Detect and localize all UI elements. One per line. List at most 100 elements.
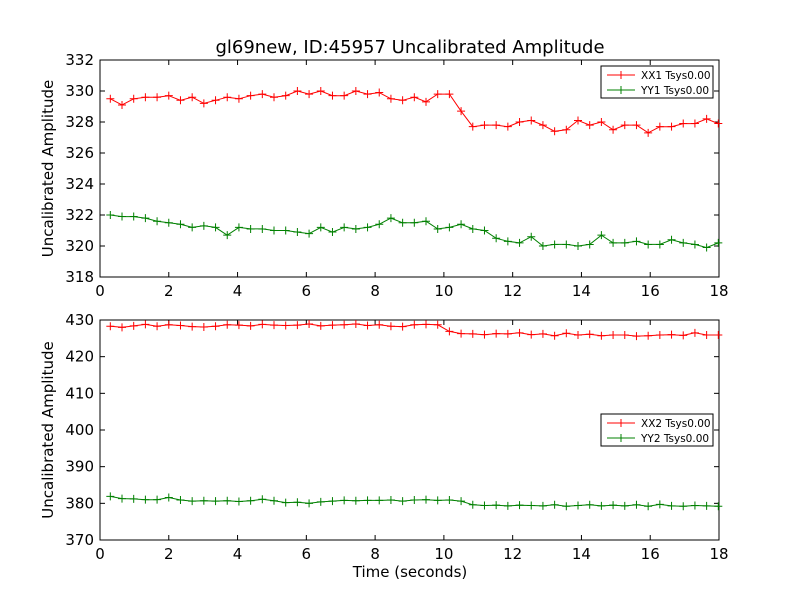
data-point-marker [293, 228, 302, 237]
data-point-marker [597, 231, 606, 240]
y-tick-label: 380 [65, 494, 94, 512]
data-point-marker [527, 330, 536, 339]
data-point-marker [457, 220, 466, 229]
data-point-marker [468, 500, 477, 509]
data-point-marker [340, 320, 349, 329]
data-point-marker [340, 223, 349, 232]
data-point-marker [468, 122, 477, 131]
data-point-marker [270, 93, 279, 102]
data-point-marker [351, 87, 360, 95]
legend-swatch-marker [617, 71, 625, 79]
data-point-marker [223, 496, 232, 505]
x-tick-label: 4 [233, 545, 243, 563]
data-point-marker [609, 125, 618, 134]
y-tick-label: 320 [65, 237, 94, 255]
data-point-marker [679, 119, 688, 128]
legend-swatch-marker [617, 86, 625, 94]
x-tick-label: 10 [434, 545, 453, 563]
data-point-marker [106, 492, 115, 501]
data-point-marker [211, 223, 220, 232]
data-point-marker [153, 495, 162, 504]
data-point-marker [164, 493, 173, 502]
data-point-marker [655, 331, 664, 340]
data-point-marker [538, 501, 547, 510]
x-tick-label: 0 [95, 282, 105, 300]
data-point-marker [199, 221, 208, 230]
data-point-marker [667, 122, 676, 131]
x-tick-label: 8 [370, 545, 380, 563]
legend-swatch-marker [617, 419, 625, 427]
data-point-marker [468, 224, 477, 233]
x-tick-label: 14 [572, 545, 591, 563]
data-point-marker [176, 321, 185, 330]
data-point-marker [445, 327, 454, 336]
legend-entry-label: XX1 Tsys0.00 [641, 70, 711, 82]
data-point-marker [246, 91, 255, 100]
data-point-marker [632, 121, 641, 130]
legend: XX2 Tsys0.00 YY2 Tsys0.00 [600, 413, 714, 447]
data-point-marker [375, 496, 384, 505]
data-point-marker [328, 321, 337, 330]
data-point-marker [270, 321, 279, 330]
y-tick-label: 370 [65, 531, 94, 549]
y-tick-label: 400 [65, 421, 94, 439]
x-tick-label: 6 [302, 545, 312, 563]
data-point-marker [690, 501, 699, 510]
data-point-marker [188, 497, 197, 506]
data-point-marker [457, 497, 466, 506]
data-point-marker [422, 320, 431, 329]
data-point-marker [340, 91, 349, 100]
data-point-marker [199, 322, 208, 331]
y-axis-label: Uncalibrated Amplitude [39, 80, 57, 257]
data-point-marker [118, 494, 127, 503]
y-tick-label: 322 [65, 206, 94, 224]
data-point-marker [527, 501, 536, 510]
data-point-marker [433, 496, 442, 505]
data-point-marker [398, 218, 407, 227]
data-point-marker [422, 495, 431, 504]
data-point-marker [258, 90, 267, 99]
data-point-marker [644, 128, 653, 137]
data-point-marker [246, 224, 255, 233]
data-point-marker [574, 116, 583, 125]
data-point-marker [305, 90, 314, 99]
data-point-marker [223, 231, 232, 240]
x-tick-label: 8 [370, 282, 380, 300]
y-tick-label: 326 [65, 144, 94, 162]
data-point-marker [270, 496, 279, 505]
data-point-marker [585, 330, 594, 339]
data-point-marker [457, 107, 466, 116]
data-point-marker [188, 93, 197, 102]
data-point-marker [363, 223, 372, 232]
data-point-marker [480, 226, 489, 235]
data-point-marker [176, 220, 185, 229]
legend-box [600, 413, 714, 447]
x-tick-label: 2 [164, 282, 174, 300]
data-point-marker [714, 119, 723, 128]
data-point-marker [632, 500, 641, 509]
data-point-marker [585, 121, 594, 130]
data-point-marker [164, 218, 173, 227]
y-tick-label: 324 [65, 175, 94, 193]
data-point-marker [702, 243, 711, 252]
data-point-marker [281, 321, 290, 330]
x-tick-label: 6 [302, 282, 312, 300]
data-point-marker [620, 331, 629, 340]
data-point-marker [106, 322, 115, 331]
data-point-marker [410, 218, 419, 227]
data-point-marker [141, 320, 150, 329]
top-amplitude-panel: 0 2 4 6 8 10 12 14 16 18 318 320 322 324 326 328 330 332 U… [39, 51, 729, 300]
data-point-marker [211, 96, 220, 105]
data-point-marker [422, 97, 431, 106]
data-point-marker [574, 501, 583, 510]
data-point-marker [316, 87, 325, 95]
y-axis-label: Uncalibrated Amplitude [39, 341, 57, 518]
x-tick-label: 12 [503, 545, 522, 563]
legend-entry-label: YY2 Tsys0.00 [640, 433, 709, 445]
data-point-marker [106, 211, 115, 219]
data-point-marker [492, 501, 501, 510]
y-tick-label: 420 [65, 348, 94, 366]
data-point-marker [574, 242, 583, 250]
data-point-marker [655, 500, 664, 509]
data-point-marker [141, 214, 150, 223]
